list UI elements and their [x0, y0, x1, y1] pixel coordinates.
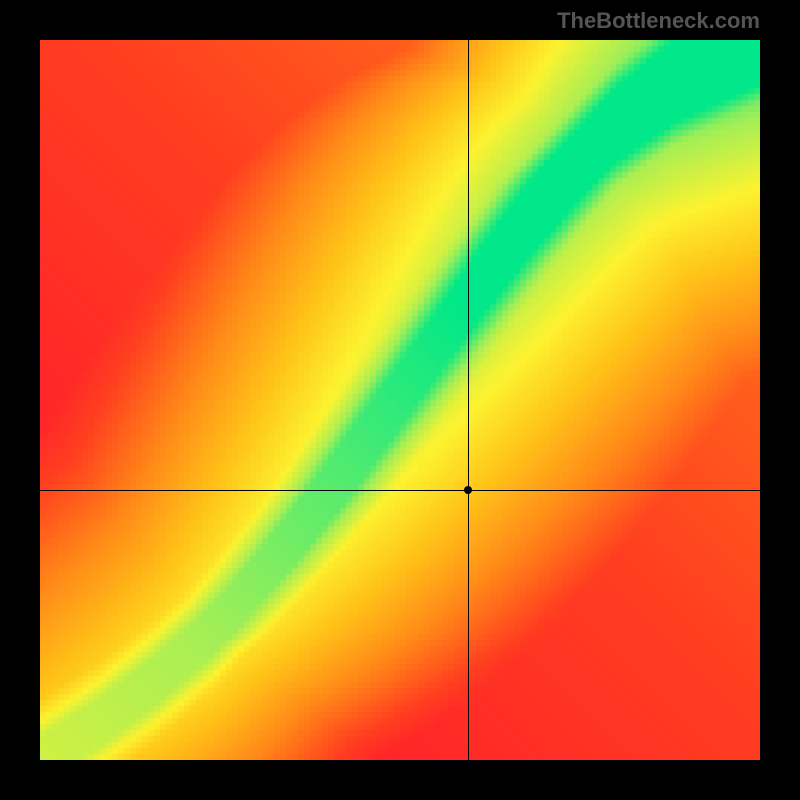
plot-area — [40, 40, 760, 760]
data-point-marker — [464, 486, 472, 494]
heatmap-canvas — [40, 40, 760, 760]
chart-container: TheBottleneck.com — [0, 0, 800, 800]
watermark-text: TheBottleneck.com — [557, 8, 760, 34]
crosshair-vertical — [468, 40, 469, 760]
crosshair-horizontal — [40, 490, 760, 491]
